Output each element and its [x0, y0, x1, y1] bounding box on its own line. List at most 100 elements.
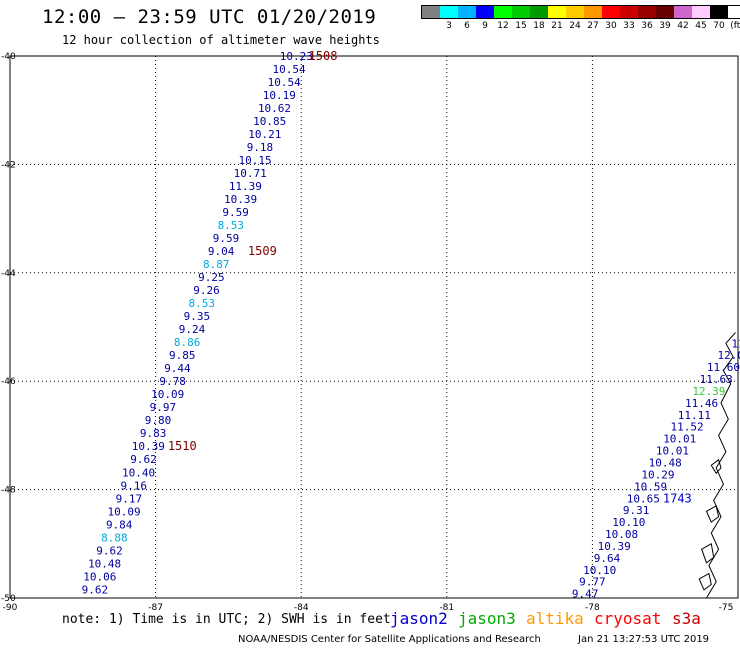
wave-height-value: 9.26 [193, 284, 220, 297]
wave-height-value: 10.71 [234, 167, 267, 180]
legend-label: 42 [677, 21, 689, 31]
legend-swatch [494, 6, 512, 18]
legend-swatch [512, 6, 530, 18]
wave-height-value: 9.85 [169, 349, 196, 362]
wave-height-value: 10.54 [273, 63, 306, 76]
legend-swatch [710, 6, 728, 18]
wave-height-value: 9.80 [145, 414, 172, 427]
map-subtitle: 12 hour collection of altimeter wave hei… [62, 33, 380, 47]
legend-swatch [602, 6, 620, 18]
wave-height-value: 11 [731, 337, 740, 350]
legend-label: 36 [641, 21, 653, 31]
wave-height-value: 10.62 [258, 102, 291, 115]
wave-height-value: 10.09 [107, 505, 140, 518]
satellite-jason2: jason2 [390, 609, 448, 628]
legend-swatch [656, 6, 674, 18]
legend-label: 70 [713, 21, 725, 31]
wave-height-value: 9.64 [594, 552, 621, 565]
legend-color-bar [421, 5, 740, 19]
wave-height-value: 10.10 [612, 516, 645, 529]
wave-height-value: 11.11 [678, 409, 711, 422]
wave-height-value: 11.63 [700, 373, 733, 386]
legend-label: 18 [533, 21, 545, 31]
legend-swatch [584, 6, 602, 18]
wave-height-value: 10.29 [641, 468, 674, 481]
wave-height-value: 8.87 [203, 258, 230, 271]
satellite-cryosat: cryosat [594, 609, 662, 628]
legend-label: 3 [446, 21, 452, 31]
longitude-tick-label: -75 [719, 603, 734, 613]
legend-swatch [692, 6, 710, 18]
wave-height-value: 10.48 [88, 557, 121, 570]
island-outline [700, 543, 715, 564]
wave-height-value: 8.86 [174, 336, 201, 349]
legend-swatch [566, 6, 584, 18]
wave-height-value: 10.19 [263, 89, 296, 102]
pass-number-label: 1743 [663, 491, 692, 505]
island-outline [710, 458, 722, 475]
wave-height-value: 12.39 [692, 385, 725, 398]
wave-height-value: 10.85 [253, 115, 286, 128]
legend-label: 24 [569, 21, 581, 31]
wave-height-value: 9.47 [572, 588, 599, 601]
legend-label: 45 [695, 21, 707, 31]
wave-height-value: 9.25 [198, 271, 225, 284]
satellite-s3a: s3a [672, 609, 701, 628]
legend-label: 27 [587, 21, 599, 31]
wave-height-value: 10.59 [634, 480, 667, 493]
wave-height-value: 9.62 [130, 453, 157, 466]
wave-height-value: 9.59 [222, 206, 249, 219]
pass-number-label: 1510 [168, 439, 197, 453]
legend-swatch [548, 6, 566, 18]
satellite-altika: altika [526, 609, 584, 628]
latitude-tick-label: -50 [1, 594, 16, 604]
map-title: 12:00 – 23:59 UTC 01/20/2019 [42, 6, 377, 28]
wave-height-value: 10.65 [627, 492, 660, 505]
wave-height-value: 10.01 [656, 445, 689, 458]
footer-credit: NOAA/NESDIS Center for Satellite Applica… [238, 634, 541, 645]
legend-label: 6 [464, 21, 470, 31]
legend-swatch [458, 6, 476, 18]
wave-height-value: 11.39 [229, 180, 262, 193]
longitude-tick-label: -87 [148, 603, 163, 613]
wave-height-value: 10.10 [583, 564, 616, 577]
wave-height-value: 12.0 [717, 349, 740, 362]
wave-height-value: 8.53 [218, 219, 245, 232]
wave-height-value: 8.53 [188, 297, 215, 310]
wave-height-value: 9.77 [579, 576, 606, 589]
legend-label: 12 [497, 21, 509, 31]
footer-timestamp: Jan 21 13:27:53 UTC 2019 [578, 634, 710, 645]
satellite-jason3: jason3 [458, 609, 516, 628]
legend-label: 9 [482, 21, 488, 31]
island-outline [705, 505, 720, 523]
wave-height-value: 10.23 [280, 50, 313, 63]
wave-height-value: 10.39 [598, 540, 631, 553]
footnote: note: 1) Time is in UTC; 2) SWH is in fe… [62, 612, 391, 627]
longitude-tick-label: -81 [439, 603, 454, 613]
wave-height-value: 9.04 [208, 245, 235, 258]
wave-height-value: 10.06 [83, 570, 116, 583]
legend-label: 33 [623, 21, 635, 31]
longitude-tick-label: -84 [294, 603, 309, 613]
wave-height-value: 10.39 [132, 440, 165, 453]
longitude-tick-label: -90 [3, 603, 18, 613]
legend-swatch [476, 6, 494, 18]
legend-units: (ft) [730, 21, 740, 31]
latitude-tick-label: -48 [1, 486, 16, 496]
legend-swatch [440, 6, 458, 18]
wave-height-value: 9.97 [150, 401, 177, 414]
coastline [706, 332, 736, 599]
wave-height-value: 9.18 [247, 141, 274, 154]
legend-swatch [422, 6, 440, 18]
wave-height-value: 10.21 [248, 128, 281, 141]
legend-swatch [530, 6, 548, 18]
island-outline [698, 572, 712, 591]
latitude-tick-label: -42 [1, 160, 16, 170]
legend-swatch [638, 6, 656, 18]
latitude-tick-label: -40 [1, 52, 16, 62]
wave-height-value: 9.31 [623, 504, 650, 517]
latitude-tick-label: -44 [1, 269, 16, 279]
